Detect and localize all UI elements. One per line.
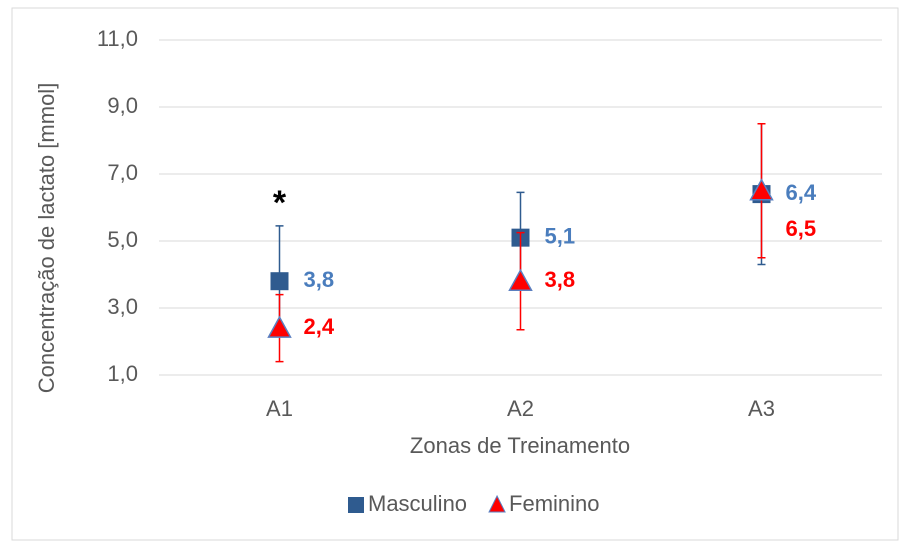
value-label: 6,4 (786, 180, 817, 205)
value-label: 3,8 (304, 267, 335, 292)
legend-marker (488, 494, 506, 513)
legend-label: Feminino (509, 491, 599, 516)
y-tick-label: 11,0 (97, 26, 138, 51)
value-label: 3,8 (545, 267, 576, 292)
marker (267, 315, 292, 338)
value-label: 2,4 (304, 314, 335, 339)
x-tick-label: A3 (748, 396, 775, 421)
legend-label: Masculino (368, 491, 467, 516)
value-label: 6,5 (786, 216, 817, 241)
annotation: * (273, 184, 287, 222)
x-tick-label: A2 (507, 396, 534, 421)
x-tick-label: A1 (266, 396, 293, 421)
y-tick-label: 9,0 (107, 93, 138, 118)
legend-marker (348, 497, 364, 513)
y-tick-label: 3,0 (107, 294, 138, 319)
x-axis-title: Zonas de Treinamento (410, 433, 630, 458)
marker (270, 272, 289, 291)
y-tick-label: 5,0 (107, 227, 138, 252)
y-tick-label: 1,0 (107, 361, 138, 386)
y-tick-label: 7,0 (107, 160, 138, 185)
chart-frame (11, 7, 899, 541)
marker (508, 268, 533, 291)
value-label: 5,1 (545, 223, 576, 248)
marker (749, 178, 774, 201)
y-axis-title: Concentração de lactato [mmol] (34, 83, 59, 394)
